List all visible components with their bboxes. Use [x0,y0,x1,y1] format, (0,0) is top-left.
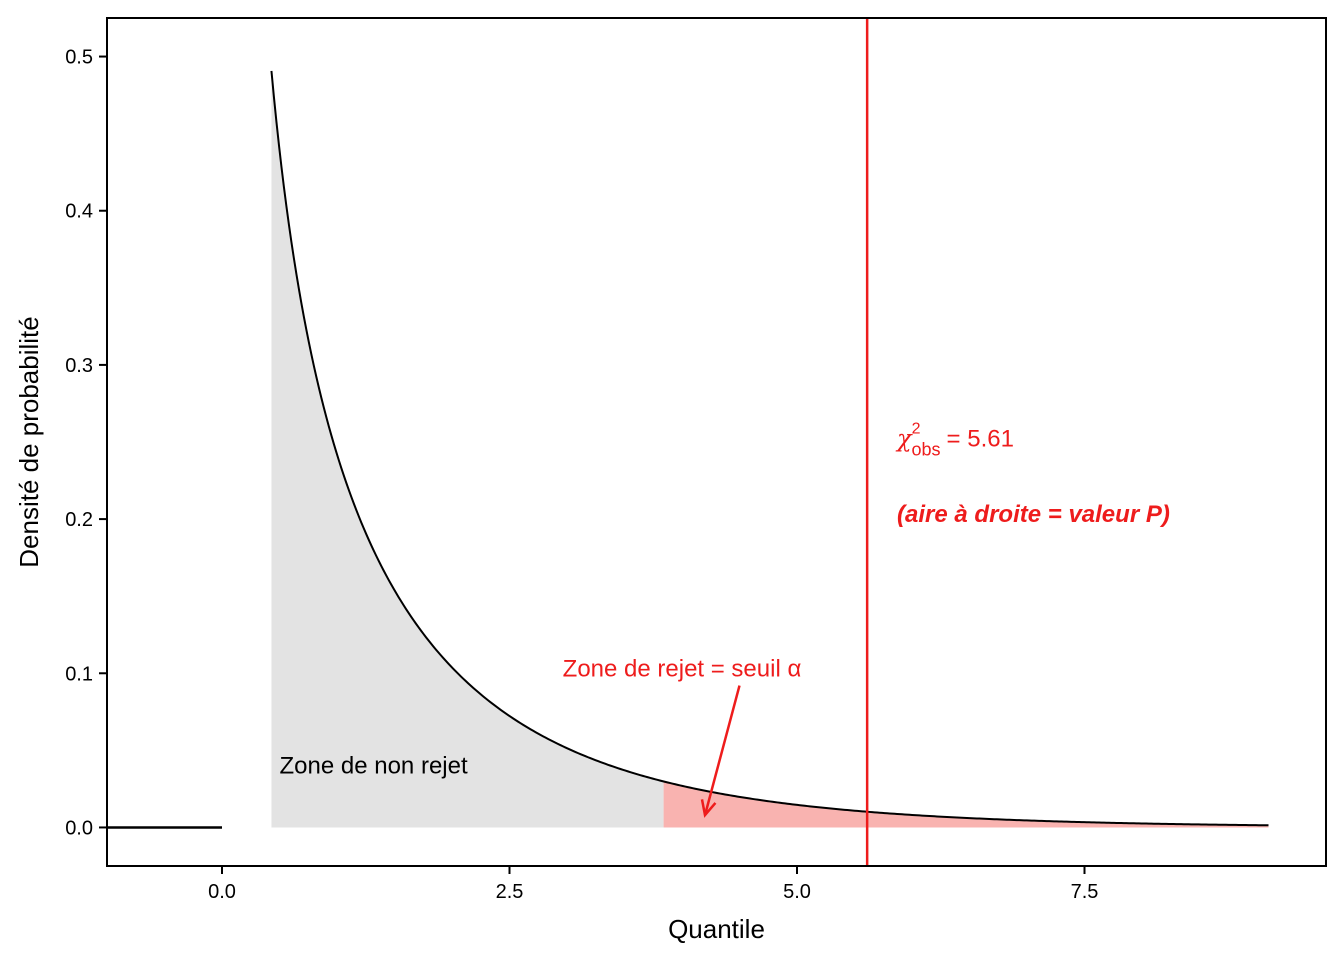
y-axis-ticks: 0.0 0.1 0.2 0.3 0.4 0.5 [65,47,107,839]
y-tick-label: 0.3 [65,355,93,377]
observed-value-text: = 5.61 [947,426,1014,453]
x-tick-label: 7.5 [1071,881,1099,903]
y-tick-label: 0.1 [65,663,93,685]
observed-statistic-label: χ2 obs = 5.61 [895,421,1014,460]
reject-region [663,781,1269,828]
non-reject-label: Zone de non rejet [280,752,468,779]
x-axis-ticks: 0.0 2.5 5.0 7.5 [208,866,1098,903]
p-value-label: (aire à droite = valeur P) [897,501,1170,528]
reject-label: Zone de rejet = seuil α [563,655,802,682]
y-axis-title: Densité de probabilité [14,316,44,568]
x-tick-label: 5.0 [783,881,811,903]
arrow-head [700,799,717,818]
density-curve [270,70,1269,827]
y-tick-label: 0.4 [65,201,93,223]
chi-superscript: 2 [912,421,921,438]
chi-subscript: obs [912,440,941,460]
non-reject-region [271,70,664,828]
x-tick-label: 2.5 [496,881,524,903]
x-axis-title: Quantile [668,914,765,944]
arrow-shaft [703,685,741,816]
y-tick-label: 0.2 [65,509,93,531]
plot-area [107,18,1269,866]
plot-frame [106,17,1327,867]
reject-arrow [700,685,741,818]
x-tick-label: 0.0 [208,881,236,903]
y-tick-label: 0.5 [65,47,93,69]
chi-symbol: χ [895,425,913,453]
y-tick-label: 0.0 [65,817,93,839]
